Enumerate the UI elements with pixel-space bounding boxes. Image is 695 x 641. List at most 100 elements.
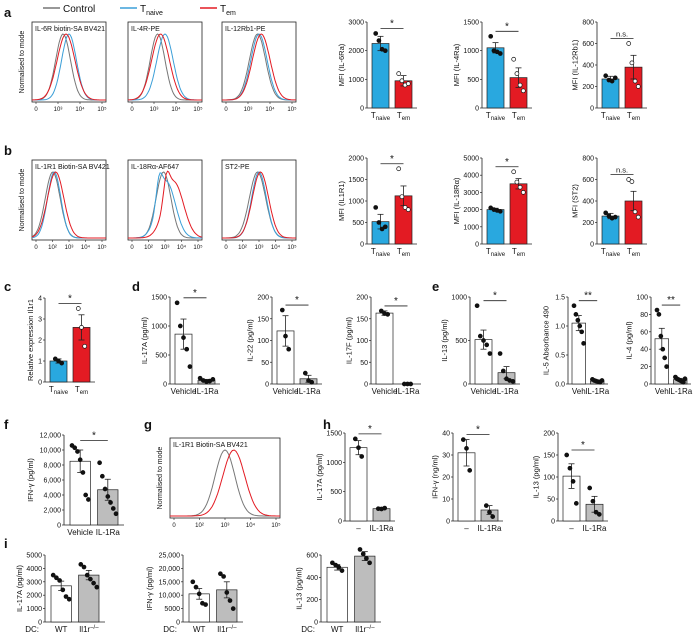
x-category-label: Veh bbox=[572, 387, 586, 396]
x-category-label: Tnaive bbox=[601, 111, 621, 122]
hist-curve-em bbox=[128, 170, 203, 239]
y-tick-label: 40 bbox=[442, 431, 450, 438]
data-point bbox=[52, 356, 58, 362]
category-main: T bbox=[371, 111, 376, 120]
category-main: Veh bbox=[572, 387, 586, 396]
y-tick-label: 1000 bbox=[463, 224, 479, 231]
x-category-label: Tnaive bbox=[601, 247, 621, 258]
y-tick-label: 2000 bbox=[348, 48, 364, 55]
y-tick-label: 600 bbox=[306, 553, 318, 560]
category-sub: em bbox=[632, 252, 640, 258]
y-axis-label: MFI (ST2) bbox=[571, 184, 580, 218]
y-tick-label: 0 bbox=[176, 620, 180, 627]
x-category-label: Veh bbox=[655, 387, 669, 396]
y-tick-label: 400 bbox=[582, 199, 594, 206]
category-main: T bbox=[397, 247, 402, 256]
bar-chart-e3: 0 20 40 60 80 100 IL-4 (pg/ml) Veh IL-1Ra ** bbox=[625, 295, 693, 397]
data-point bbox=[86, 497, 91, 502]
data-point bbox=[570, 479, 576, 484]
category-main: Vehicle bbox=[171, 387, 197, 396]
significance-label: * bbox=[390, 18, 394, 29]
data-point bbox=[488, 33, 494, 39]
category-main: T bbox=[371, 247, 376, 256]
x-category-label: – bbox=[464, 524, 469, 533]
data-point bbox=[79, 325, 84, 330]
hist-a3: IL-12Rb1-PE 0 10³ 10⁴ 10⁵ bbox=[221, 21, 297, 113]
data-point bbox=[174, 300, 180, 306]
significance-label: * bbox=[493, 291, 497, 302]
data-point bbox=[511, 56, 517, 62]
category-sub: em bbox=[517, 116, 525, 122]
category-main: – bbox=[464, 524, 469, 533]
category-main: WT bbox=[331, 625, 344, 634]
data-point bbox=[105, 494, 111, 499]
data-point bbox=[405, 81, 411, 86]
y-axis-label: IL-13 (pg/ml) bbox=[440, 319, 449, 362]
data-point bbox=[60, 587, 66, 593]
category-main: IL-1Ra bbox=[369, 524, 394, 533]
y-tick-label: 4 bbox=[38, 296, 42, 303]
y-tick-label: 0 bbox=[475, 242, 479, 249]
x-category-label: WT bbox=[193, 625, 206, 634]
category-main: T bbox=[486, 111, 491, 120]
x-category-label: WT bbox=[331, 625, 344, 634]
data-point bbox=[573, 312, 579, 317]
data-point bbox=[99, 473, 105, 479]
data-point bbox=[333, 562, 338, 568]
x-prefix-label: DC: bbox=[163, 625, 177, 634]
data-point bbox=[612, 214, 618, 220]
y-tick-label: 0 bbox=[360, 106, 364, 113]
category-main: IL-1Ra bbox=[582, 524, 607, 533]
y-tick-label: 15,000 bbox=[159, 579, 181, 586]
x-category-label: Il1r–/– bbox=[79, 625, 99, 634]
data-point bbox=[352, 436, 358, 442]
data-point bbox=[396, 71, 402, 76]
data-point bbox=[56, 358, 61, 364]
category-main: Vehicle bbox=[372, 387, 398, 396]
y-tick-label: 10 bbox=[442, 497, 450, 504]
panel-label-g: g bbox=[144, 417, 152, 432]
hist-xtick-label: 10⁵ bbox=[97, 106, 107, 113]
y-tick-label: 10,000 bbox=[159, 593, 181, 600]
category-main: – bbox=[356, 524, 361, 533]
data-point bbox=[484, 342, 490, 348]
x-category-label: Tnaive bbox=[371, 247, 391, 258]
data-point bbox=[399, 78, 405, 84]
y-tick-label: 1500 bbox=[326, 431, 342, 438]
y-tick-label: 200 bbox=[543, 431, 555, 438]
y-tick-label: 200 bbox=[582, 84, 594, 91]
x-category-label: IL-1Ra bbox=[96, 528, 121, 537]
x-category-label: Vehicle bbox=[471, 387, 497, 396]
y-tick-label: 3000 bbox=[348, 20, 364, 27]
bar-chart-h3: 0 50 100 150 200 IL-13 (pg/ml) – IL-1Ra * bbox=[532, 431, 608, 533]
y-tick-label: 1000 bbox=[348, 77, 364, 84]
panel-label-i: i bbox=[4, 536, 8, 551]
x-category-label: Tnaive bbox=[486, 111, 506, 122]
data-point bbox=[511, 169, 517, 175]
data-point bbox=[635, 84, 641, 89]
data-point bbox=[102, 486, 108, 492]
y-tick-label: 200 bbox=[306, 597, 318, 604]
hist-b2: IL-18Rα-AF647 0 10² 10³ 10⁴ 10⁵ bbox=[127, 159, 203, 251]
category-main: T bbox=[601, 111, 606, 120]
category-sup: –/– bbox=[366, 625, 375, 631]
hist-xtick-label: 10² bbox=[195, 523, 204, 529]
hist-xtick-label: 10³ bbox=[244, 107, 253, 113]
hist-xtick-label: 0 bbox=[34, 107, 38, 113]
data-point bbox=[587, 485, 593, 491]
hist-xtick-label: 10³ bbox=[150, 107, 159, 113]
category-main: T bbox=[627, 247, 632, 256]
hist-ylabel-b1: Normalised to mode bbox=[19, 169, 26, 232]
data-point bbox=[66, 596, 72, 602]
data-point bbox=[571, 303, 577, 309]
category-main: WT bbox=[55, 625, 68, 634]
y-axis-label: IFN-γ (pg/ml) bbox=[145, 566, 154, 610]
x-category-label: IL-1Ra bbox=[477, 524, 502, 533]
y-axis-label: IL-17A (pg/ml) bbox=[15, 564, 24, 612]
y-tick-label: 0 bbox=[163, 382, 167, 389]
hist-curve-naive bbox=[32, 33, 106, 101]
x-category-label: Vehicle bbox=[372, 387, 398, 396]
y-tick-label: 80 bbox=[640, 312, 648, 319]
data-point bbox=[50, 572, 56, 578]
